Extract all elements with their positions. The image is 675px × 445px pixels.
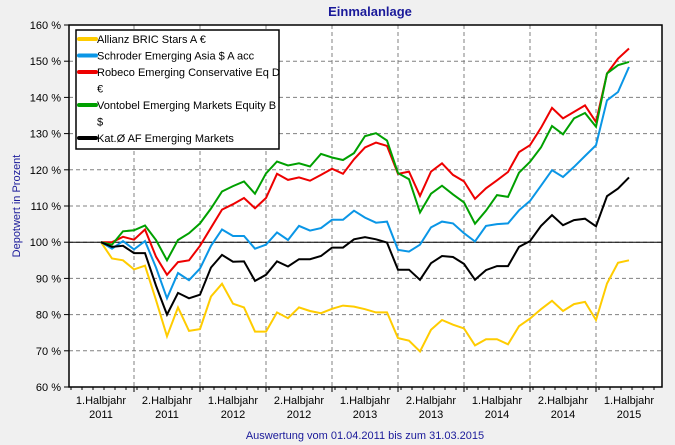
- x-tick-label-year: 2013: [419, 409, 443, 421]
- y-axis: 60 % 70 % 80 % 90 % 100 % 110 % 120 % 130 % 140 …: [30, 20, 69, 394]
- legend-label: €: [97, 84, 103, 96]
- legend-label: Kat.Ø AF Emerging Markets: [97, 133, 234, 145]
- x-tick-label-period: 2.Halbjahr: [406, 395, 456, 407]
- series-line-4: [100, 176, 630, 318]
- y-tick-label: 80 %: [36, 310, 61, 322]
- x-tick-label-period: 1.Halbjahr: [340, 395, 390, 407]
- x-tick-label-period: 1.Halbjahr: [208, 395, 258, 407]
- y-axis-label: Depotwert in Prozent: [11, 155, 23, 258]
- legend: Allianz BRIC Stars A € Schroder Emerging …: [75, 29, 280, 150]
- x-tick-label-period: 2.Halbjahr: [538, 395, 588, 407]
- legend-label: Robeco Emerging Conservative Eq D: [97, 67, 280, 79]
- x-tick-label-period: 2.Halbjahr: [142, 395, 192, 407]
- y-tick-label: 130 %: [30, 129, 61, 141]
- series-line-0: [100, 241, 630, 354]
- y-tick-label: 120 %: [30, 165, 61, 177]
- y-tick-label: 140 %: [30, 92, 61, 104]
- legend-label: Schroder Emerging Asia $ A acc: [97, 51, 255, 63]
- x-tick-label-year: 2011: [89, 409, 113, 421]
- series-line-2: [101, 47, 630, 277]
- y-tick-label: 150 %: [30, 56, 61, 68]
- legend-label: Vontobel Emerging Markets Equity B: [97, 100, 276, 112]
- series-line-3: [100, 60, 630, 263]
- y-tick-label: 90 %: [36, 273, 61, 285]
- y-tick-label: 160 %: [30, 20, 61, 32]
- x-tick-label-year: 2015: [617, 409, 641, 421]
- chart-title: Einmalanlage: [328, 4, 412, 19]
- plot-border: [68, 24, 663, 388]
- x-tick-label-period: 1.Halbjahr: [604, 395, 654, 407]
- x-axis: 1.Halbjahr 2011 2.Halbjahr 2011 1.Halbjahr 20…: [70, 387, 655, 421]
- x-tick-label-year: 2014: [551, 409, 575, 421]
- x-tick-label-year: 2012: [221, 409, 245, 421]
- series-line-1: [100, 66, 630, 302]
- y-tick-label: 110 %: [31, 201, 62, 213]
- legend-label: Allianz BRIC Stars A €: [97, 34, 206, 46]
- y-tick-label: 100 %: [30, 237, 61, 249]
- x-tick-label-year: 2012: [287, 409, 311, 421]
- x-tick-label-year: 2011: [155, 409, 179, 421]
- legend-box: [75, 29, 280, 150]
- x-tick-label-period: 1.Halbjahr: [472, 395, 522, 407]
- x-tick-label-period: 1.Halbjahr: [76, 395, 126, 407]
- x-tick-label-year: 2014: [485, 409, 509, 421]
- y-tick-label: 60 %: [36, 382, 61, 394]
- series-group: [100, 47, 630, 354]
- x-tick-label-year: 2013: [353, 409, 377, 421]
- y-tick-label: 70 %: [36, 346, 61, 358]
- x-axis-label: Auswertung vom 01.04.2011 bis zum 31.03.…: [246, 430, 484, 442]
- legend-label: $: [97, 117, 103, 129]
- x-tick-label-period: 2.Halbjahr: [274, 395, 324, 407]
